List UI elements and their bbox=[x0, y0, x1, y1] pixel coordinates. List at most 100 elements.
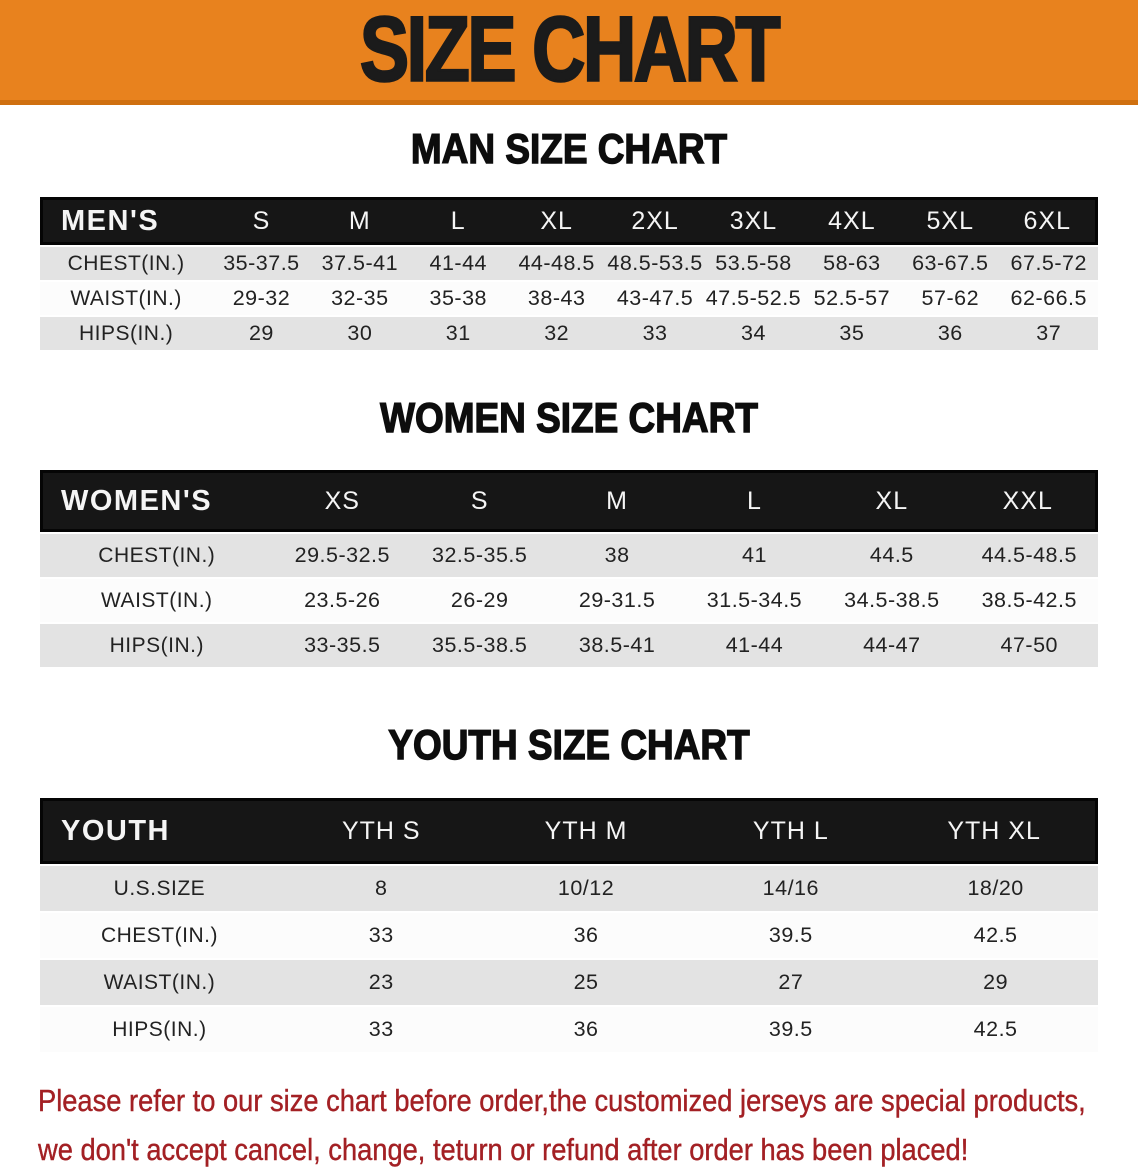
women-size-table: WOMEN'S XS S M L XL XXL CHEST(IN.) 29.5-32.5 32.5… bbox=[40, 468, 1098, 669]
size-value-cell: 47.5-52.5 bbox=[705, 286, 802, 310]
size-value-cell: 35 bbox=[839, 321, 865, 345]
size-value-cell: 34 bbox=[741, 321, 766, 345]
notice-line-1: Please refer to our size chart before or… bbox=[38, 1083, 1086, 1118]
size-column-header: M bbox=[548, 470, 686, 532]
size-value-cell: 53.5-58 bbox=[715, 251, 792, 275]
table-row: HIPS(IN.) 33-35.5 35.5-38.5 38.5-41 41-44 44-… bbox=[40, 624, 1098, 667]
size-column-header: XL bbox=[823, 470, 961, 532]
size-value-cell: 36 bbox=[573, 1017, 599, 1041]
size-value-cell: 62-66.5 bbox=[1010, 286, 1087, 310]
table-body: CHEST(IN.) 35-37.5 37.5-41 41-44 44-48.5 48.5… bbox=[40, 247, 1098, 350]
table-body: U.S.SIZE 8 10/12 14/16 18/20 CHEST(IN.) 33 36 39… bbox=[40, 866, 1098, 1052]
size-value-cell: 29-32 bbox=[232, 286, 291, 310]
size-column-header: 3XL bbox=[704, 197, 803, 245]
table-row: HIPS(IN.) 29 30 31 32 33 34 35 36 37 bbox=[40, 317, 1098, 350]
size-value-cell: 31.5-34.5 bbox=[706, 588, 803, 612]
women-section: WOMEN SIZE CHART WOMEN'S XS S M L XL XXL CHEST(… bbox=[0, 393, 1138, 669]
women-section-title: WOMEN SIZE CHART bbox=[379, 393, 758, 441]
table-head: YOUTH YTH S YTH M YTH L YTH XL bbox=[40, 798, 1098, 864]
notice-line-2: we don't accept cancel, change, teturn o… bbox=[38, 1132, 969, 1167]
size-value-cell: 29 bbox=[248, 321, 274, 345]
size-value-cell: 44.5-48.5 bbox=[981, 543, 1077, 567]
table-corner-label: WOMEN'S bbox=[40, 470, 274, 532]
size-column-header: YTH L bbox=[688, 798, 894, 864]
order-notice: Please refer to our size chart before or… bbox=[38, 1076, 1138, 1174]
size-value-cell: 44-48.5 bbox=[518, 251, 595, 275]
table-head: MEN'S S M L XL 2XL 3XL 4XL 5XL 6XL bbox=[40, 197, 1098, 245]
measurement-label: CHEST(IN.) bbox=[67, 251, 185, 275]
page-title: SIZE CHART bbox=[359, 0, 782, 102]
table-corner-label: MEN'S bbox=[40, 197, 213, 245]
table-corner-label: YOUTH bbox=[40, 798, 279, 864]
size-value-cell: 33 bbox=[368, 923, 394, 947]
size-value-cell: 52.5-57 bbox=[813, 286, 891, 310]
size-value-cell: 35-38 bbox=[429, 286, 487, 310]
size-column-header: XL bbox=[507, 197, 606, 245]
men-section: MAN SIZE CHART MEN'S S M L XL 2XL 3XL 4XL 5XL 6XL… bbox=[0, 124, 1138, 352]
size-value-cell: 63-67.5 bbox=[912, 251, 989, 275]
size-value-cell: 29 bbox=[983, 970, 1009, 994]
size-value-cell: 36 bbox=[937, 321, 963, 345]
size-value-cell: 43-47.5 bbox=[616, 286, 694, 310]
size-value-cell: 32-35 bbox=[331, 286, 389, 310]
size-value-cell: 23 bbox=[368, 970, 394, 994]
size-column-header: S bbox=[410, 470, 549, 532]
size-value-cell: 33 bbox=[368, 1017, 394, 1041]
measurement-label: WAIST(IN.) bbox=[101, 588, 213, 612]
size-value-cell: 35.5-38.5 bbox=[432, 633, 528, 657]
size-column-header: 6XL bbox=[999, 197, 1098, 245]
table-head: WOMEN'S XS S M L XL XXL bbox=[40, 470, 1098, 532]
size-value-cell: 38 bbox=[604, 543, 630, 567]
size-value-cell: 10/12 bbox=[557, 876, 615, 900]
size-value-cell: 36 bbox=[573, 923, 599, 947]
measurement-label: U.S.SIZE bbox=[113, 876, 206, 900]
banner: SIZE CHART bbox=[0, 0, 1138, 105]
table-row: HIPS(IN.) 33 36 39.5 42.5 bbox=[40, 1007, 1098, 1052]
youth-size-table: YOUTH YTH S YTH M YTH L YTH XL U.S.SIZE 8 10/12… bbox=[40, 796, 1098, 1054]
size-column-header: S bbox=[212, 197, 311, 245]
men-size-table: MEN'S S M L XL 2XL 3XL 4XL 5XL 6XL CHEST(IN.) 35-37… bbox=[40, 195, 1098, 352]
size-column-header: L bbox=[409, 197, 508, 245]
size-value-cell: 38-43 bbox=[527, 286, 586, 310]
youth-section: YOUTH SIZE CHART YOUTH YTH S YTH M YTH L YTH… bbox=[0, 720, 1138, 1054]
size-value-cell: 33-35.5 bbox=[304, 633, 381, 657]
size-value-cell: 42.5 bbox=[973, 1017, 1018, 1041]
table-row: CHEST(IN.) 33 36 39.5 42.5 bbox=[40, 913, 1098, 958]
measurement-label: WAIST(IN.) bbox=[103, 970, 216, 994]
table-row: WAIST(IN.) 23 25 27 29 bbox=[40, 960, 1098, 1005]
measurement-label: HIPS(IN.) bbox=[78, 321, 174, 345]
size-value-cell: 41-44 bbox=[429, 251, 487, 275]
measurement-label: WAIST(IN.) bbox=[70, 286, 182, 310]
size-value-cell: 8 bbox=[375, 876, 388, 900]
size-column-header: L bbox=[685, 470, 824, 532]
size-value-cell: 44.5 bbox=[869, 543, 914, 567]
youth-section-title: YOUTH SIZE CHART bbox=[388, 720, 751, 768]
size-value-cell: 37 bbox=[1036, 321, 1062, 345]
measurement-label: CHEST(IN.) bbox=[100, 923, 218, 947]
table-row: WAIST(IN.) 29-32 32-35 35-38 38-43 43-47.5 47.… bbox=[40, 282, 1098, 315]
size-column-header: XXL bbox=[960, 470, 1098, 532]
size-value-cell: 34.5-38.5 bbox=[844, 588, 940, 612]
size-value-cell: 25 bbox=[573, 970, 599, 994]
size-column-header: YTH M bbox=[483, 798, 689, 864]
size-value-cell: 31 bbox=[445, 321, 471, 345]
size-column-header: YTH XL bbox=[893, 798, 1098, 864]
table-row: WAIST(IN.) 23.5-26 26-29 29-31.5 31.5-34.5 34… bbox=[40, 579, 1098, 622]
size-value-cell: 35-37.5 bbox=[223, 251, 300, 275]
size-value-cell: 14/16 bbox=[762, 876, 819, 900]
size-value-cell: 39.5 bbox=[768, 923, 813, 947]
size-value-cell: 38.5-41 bbox=[578, 633, 656, 657]
size-value-cell: 42.5 bbox=[973, 923, 1018, 947]
measurement-label: HIPS(IN.) bbox=[109, 633, 204, 657]
size-value-cell: 37.5-41 bbox=[321, 251, 399, 275]
size-column-header: 2XL bbox=[605, 197, 705, 245]
table-row: U.S.SIZE 8 10/12 14/16 18/20 bbox=[40, 866, 1098, 911]
table-row: CHEST(IN.) 29.5-32.5 32.5-35.5 38 41 44.5 44.5… bbox=[40, 534, 1098, 577]
size-value-cell: 29.5-32.5 bbox=[294, 543, 390, 567]
size-value-cell: 67.5-72 bbox=[1010, 251, 1087, 275]
size-value-cell: 38.5-42.5 bbox=[981, 588, 1077, 612]
size-value-cell: 39.5 bbox=[768, 1017, 813, 1041]
size-value-cell: 58-63 bbox=[823, 251, 881, 275]
table-row: CHEST(IN.) 35-37.5 37.5-41 41-44 44-48.5 48.5… bbox=[40, 247, 1098, 280]
